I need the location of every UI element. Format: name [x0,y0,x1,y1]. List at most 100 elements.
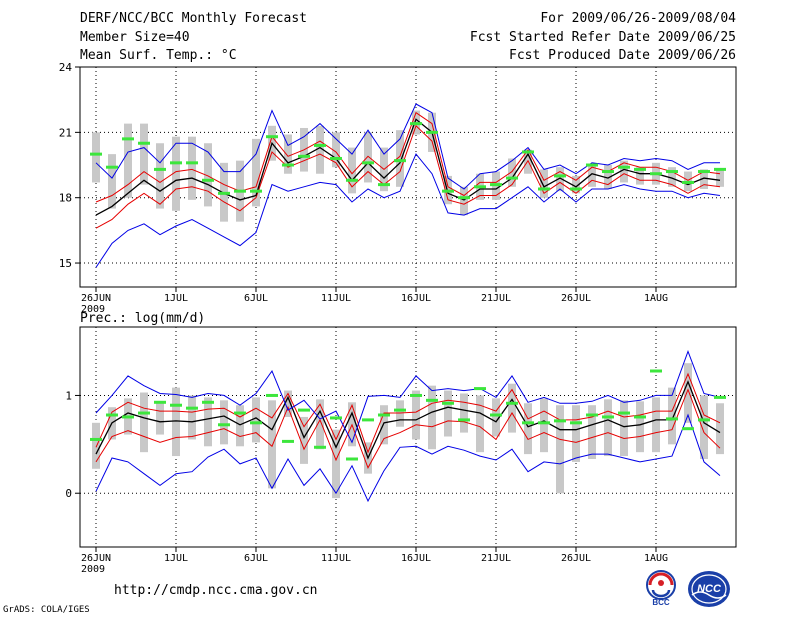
spread-box [588,405,596,459]
precip-variable-label: Prec.: log(mm/d) [80,311,206,326]
source-url[interactable]: http://cmdp.ncc.cma.gov.cn [114,583,318,598]
spread-box [716,403,724,455]
median-mark [474,185,486,189]
median-mark [250,421,262,425]
median-mark [698,170,710,174]
median-mark [506,176,518,180]
spread-box [284,134,292,174]
median-mark [426,398,438,402]
median-mark [138,411,150,415]
spread-box [700,395,708,459]
median-mark [682,180,694,184]
spread-box [156,402,164,435]
mean-line [95,118,721,216]
median-mark [218,423,230,427]
median-mark [234,189,246,193]
median-mark [186,161,198,165]
spread-box [380,405,388,445]
spread-box [508,158,516,187]
median-mark [458,196,470,200]
median-mark [442,401,454,405]
temperature-panel: 26JUN 1JUL 6JUL 11JUL 16JUL 21JUL 26JUL 1AUG 200… [59,61,737,315]
median-mark [202,400,214,404]
median-mark [282,163,294,167]
median-mark [554,174,566,178]
median-mark [538,187,550,191]
median-mark [490,413,502,417]
median-mark [330,156,342,160]
spread-box [412,390,420,440]
median-mark [714,167,726,171]
median-mark [570,187,582,191]
fcst-started-label: Fcst Started Refer Date 2009/06/25 [469,30,736,45]
spread-box [428,385,436,450]
year-label: 2009 [81,564,105,575]
spread-box [604,165,612,189]
spread-box [316,125,324,174]
median-mark [602,170,614,174]
median-mark [490,183,502,187]
median-mark [506,401,518,405]
median-mark [314,445,326,449]
spread-box [172,387,180,457]
x-tick-label: 21JUL [481,553,511,564]
median-mark [458,418,470,422]
spread-box [668,167,676,187]
member-size-label: Member Size=40 [80,30,190,45]
median-mark [618,165,630,169]
spread-box [124,123,132,198]
median-mark [154,167,166,171]
spread-box [252,397,260,443]
spread-box [572,405,580,462]
spread-box [188,136,196,200]
spread-box [332,132,340,168]
bcc-logo: BCC [641,568,681,612]
median-mark [90,152,102,156]
grads-credit: GrADS: COLA/IGES [3,605,90,615]
median-mark [282,439,294,443]
x-tick-label: 26JUL [561,553,591,564]
spread-box [316,399,324,450]
median-mark [394,408,406,412]
year-label: 2009 [81,304,105,315]
max-line [95,153,721,268]
x-tick-label: 11JUL [321,293,351,304]
median-mark [474,387,486,391]
median-mark [602,415,614,419]
spread-box [220,400,228,445]
median-mark [394,159,406,163]
spread-box [460,186,468,216]
spread-box [620,400,628,457]
spread-box [684,363,692,423]
median-mark [618,411,630,415]
median-mark [298,154,310,158]
spread-box [268,400,276,489]
spread-box [636,401,644,453]
x-tick-label: 21JUL [481,293,511,304]
x-tick-label: 1AUG [644,293,668,304]
spread-box [204,397,212,447]
ncc-logo-text: NCC [697,583,722,595]
spread-box [156,143,164,209]
spread-box [540,398,548,453]
spread-box [524,403,532,455]
median-mark [122,415,134,419]
median-mark [410,393,422,397]
spread-box [572,175,580,194]
x-tick-label: 1JUL [164,293,188,304]
max-line [95,413,721,503]
median-mark [346,457,358,461]
median-mark [586,163,598,167]
plot-frame [79,326,737,548]
x-tick-label: 26JUN [81,553,111,564]
x-tick-label: 1AUG [644,553,668,564]
spread-box [92,422,100,469]
y-tick-label: 18 [59,192,72,205]
median-mark [234,411,246,415]
y-tick-label: 15 [59,257,72,270]
median-mark [106,165,118,169]
y-tick-label: 1 [65,389,72,402]
x-tick-label: 11JUL [321,553,351,564]
spread-box [332,429,340,499]
